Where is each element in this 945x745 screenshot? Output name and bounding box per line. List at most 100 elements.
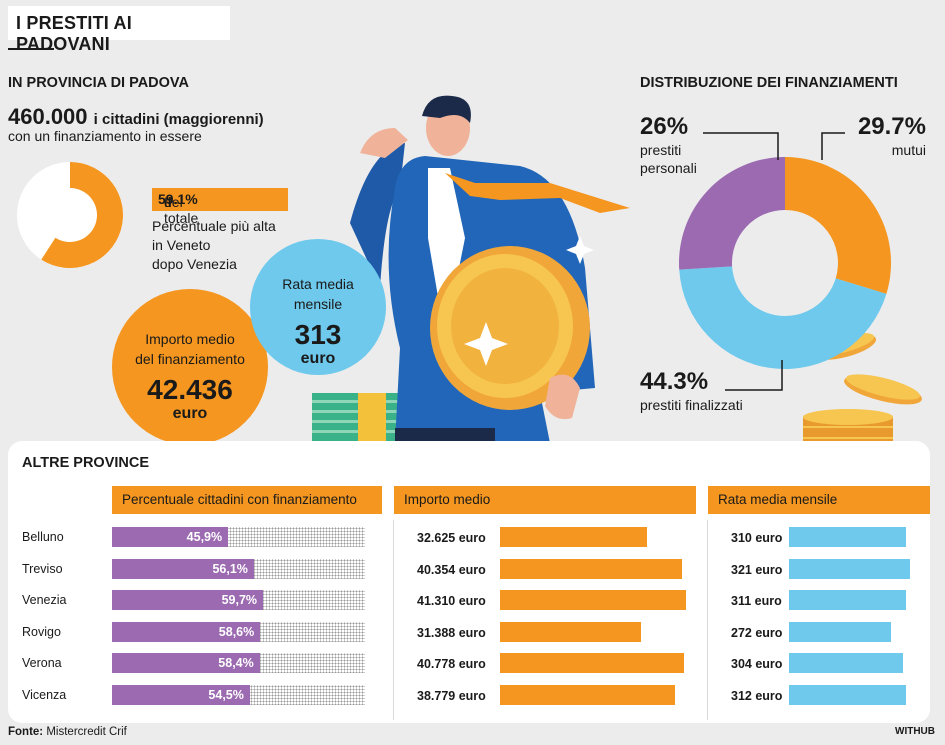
slice-mutui-pct: 29.7% <box>857 113 926 140</box>
pct-bar-label: 45,9% <box>186 530 223 544</box>
citizens-count: 460.000 <box>8 104 88 129</box>
rata-bar <box>789 558 910 579</box>
title-rule <box>8 48 54 50</box>
column-divider <box>393 520 394 720</box>
slice-label-finalizzati: 44.3% prestiti finalizzati <box>640 368 743 414</box>
importo-bar <box>500 653 684 673</box>
col-header-importo: Importo medio <box>394 486 696 514</box>
hand-icon <box>545 374 580 420</box>
source-note: Fonte: Mistercredit Crif <box>8 726 127 738</box>
importo-bar <box>500 621 642 642</box>
slice-personal-pct: 26% <box>640 113 689 140</box>
province-name: Verona <box>22 656 62 670</box>
donut-slice-prestiti-finalizzati <box>679 266 887 370</box>
page-title: I PRESTITI AI PADOVANI <box>16 13 132 54</box>
source-text: Mistercredit Crif <box>46 726 127 738</box>
rata-value: 310 euro <box>731 531 783 545</box>
rata-value: 304 euro <box>731 657 783 671</box>
pct-bar <box>112 653 260 673</box>
avg-loan-label-2: del finanziamento <box>135 351 245 367</box>
title-box: I PRESTITI AI PADOVANI <box>8 6 230 54</box>
share-desc-line-3: dopo Venezia <box>152 256 237 272</box>
monthly-rate-label-1: Rata media <box>282 276 354 292</box>
monthly-rate-circle: Rata media mensile 313 euro <box>250 239 386 375</box>
distribution-title: DISTRIBUZIONE DEI FINANZIAMENTI <box>640 75 898 91</box>
col-header-importo-label: Importo medio <box>404 492 491 507</box>
slice-personal-label-1: prestiti <box>640 142 682 158</box>
padova-section-title: IN PROVINCIA DI PADOVA <box>8 75 189 91</box>
padova-share-donut <box>17 162 123 268</box>
importo-bar <box>500 527 647 547</box>
rata-bar <box>789 527 906 547</box>
other-provinces-panel <box>8 441 930 723</box>
share-value: 59.1% <box>158 191 198 207</box>
distribution-donut <box>679 157 891 370</box>
col-header-pct-label: Percentuale cittadini con finanziamento <box>122 492 357 507</box>
monthly-rate-value: 313 <box>294 319 342 350</box>
rata-value: 321 euro <box>731 562 783 577</box>
col-header-rata-label: Rata media mensile <box>718 492 838 507</box>
col-header-pct: Percentuale cittadini con finanziamento <box>112 486 382 514</box>
donut-slice-mutui <box>785 157 891 294</box>
importo-bar <box>500 684 675 705</box>
pct-bar-label: 58,4% <box>218 656 254 670</box>
importo-value: 40.778 euro <box>417 657 486 671</box>
province-name: Rovigo <box>22 624 61 639</box>
citizens-count-sub: con un finanziamento in essere <box>8 128 202 144</box>
col-header-rata: Rata media mensile <box>708 486 930 514</box>
brand-logo: WITHUB <box>895 726 935 737</box>
pct-bar-label: 58,6% <box>218 624 255 639</box>
pct-bar-label: 56,1% <box>212 561 248 576</box>
share-suffix: del totale <box>164 194 199 226</box>
pct-bar <box>112 621 261 642</box>
cash-stack-icon <box>312 393 412 441</box>
province-name: Vicenza <box>22 687 67 702</box>
importo-bar <box>500 558 682 579</box>
pct-bar <box>112 527 229 547</box>
rata-bar <box>789 621 892 642</box>
slice-label-mutui: 29.7% mutui <box>846 113 926 159</box>
rata-value: 272 euro <box>731 625 783 640</box>
pct-bar <box>112 558 254 579</box>
businessman-illustration <box>312 95 630 443</box>
share-prefix: Il <box>164 194 171 210</box>
rata-value: 311 euro <box>731 594 782 608</box>
rata-bar <box>789 684 907 705</box>
other-provinces-title: ALTRE PROVINCE <box>22 455 150 471</box>
pct-bar <box>112 590 264 610</box>
slice-label-personal: 26% prestiti personali <box>640 113 697 177</box>
share-description: Percentuale più alta in Veneto dopo Vene… <box>152 217 292 274</box>
share-desc-line-1: Percentuale più alta <box>152 218 276 234</box>
slice-mutui-label: mutui <box>891 142 926 158</box>
slice-personal-label-2: personali <box>640 160 697 176</box>
importo-value: 32.625 euro <box>417 531 486 545</box>
avg-loan-circle: Importo medio del finanziamento 42.436 e… <box>112 289 268 445</box>
importo-value: 40.354 euro <box>417 562 486 577</box>
avg-loan-label-1: Importo medio <box>145 331 235 347</box>
rata-value: 312 euro <box>731 688 783 703</box>
pct-bar-label: 54,5% <box>208 687 244 702</box>
province-name: Treviso <box>22 561 63 576</box>
donut-slice-prestiti-personali <box>679 157 785 270</box>
citizens-count-suffix: i cittadini (maggiorenni) <box>93 111 264 128</box>
column-divider <box>707 520 708 720</box>
province-name: Belluno <box>22 530 64 544</box>
importo-value: 38.779 euro <box>417 688 486 703</box>
donut-leader-lines <box>703 132 845 391</box>
gold-coin-icon <box>430 236 594 410</box>
importo-bar <box>500 590 686 610</box>
province-name: Venezia <box>22 593 67 607</box>
rata-bar <box>789 590 907 610</box>
share-badge: Il 59.1% del totale <box>152 188 288 226</box>
monthly-rate-unit: euro <box>300 350 336 367</box>
monthly-rate-label-2: mensile <box>293 296 343 312</box>
pct-bar-label: 59,7% <box>221 593 258 607</box>
pct-bar <box>112 684 250 705</box>
share-donut-arc <box>41 162 123 268</box>
rata-bar <box>789 653 904 673</box>
citizens-count-line: 460.000 i cittadini (maggiorenni) <box>8 104 264 130</box>
source-label: Fonte: <box>8 726 44 738</box>
avg-loan-value: 42.436 <box>147 374 233 405</box>
importo-value: 31.388 euro <box>417 625 486 640</box>
avg-loan-unit: euro <box>172 405 208 422</box>
